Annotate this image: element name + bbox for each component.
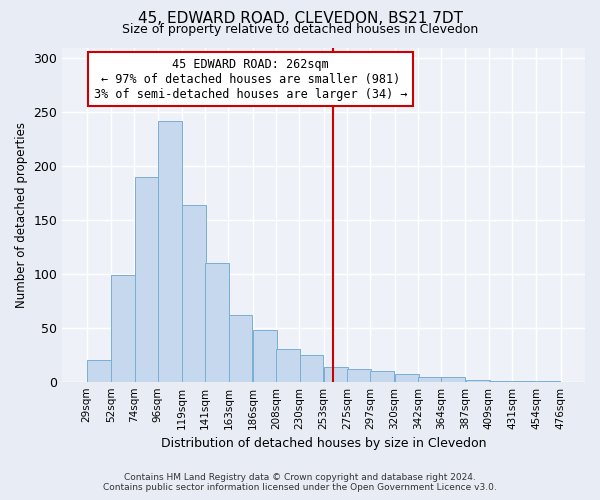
Text: 45 EDWARD ROAD: 262sqm
← 97% of detached houses are smaller (981)
3% of semi-det: 45 EDWARD ROAD: 262sqm ← 97% of detached… <box>94 58 407 100</box>
Bar <box>276 350 300 382</box>
Bar <box>111 275 135 382</box>
Text: 45, EDWARD ROAD, CLEVEDON, BS21 7DT: 45, EDWARD ROAD, CLEVEDON, BS21 7DT <box>137 11 463 26</box>
Bar <box>134 177 158 382</box>
Bar <box>182 205 206 382</box>
Text: Size of property relative to detached houses in Clevedon: Size of property relative to detached ho… <box>122 22 478 36</box>
Bar <box>466 380 490 382</box>
Text: Contains HM Land Registry data © Crown copyright and database right 2024.
Contai: Contains HM Land Registry data © Crown c… <box>103 473 497 492</box>
Bar <box>347 368 371 382</box>
Bar <box>418 378 442 382</box>
Bar <box>299 354 323 382</box>
Bar <box>253 330 277 382</box>
Bar <box>229 315 253 382</box>
Bar <box>489 380 513 382</box>
Bar <box>395 374 419 382</box>
Bar <box>512 380 536 382</box>
Bar <box>442 378 465 382</box>
Y-axis label: Number of detached properties: Number of detached properties <box>15 122 28 308</box>
Bar <box>324 366 348 382</box>
X-axis label: Distribution of detached houses by size in Clevedon: Distribution of detached houses by size … <box>161 437 487 450</box>
Bar <box>87 360 111 382</box>
Bar <box>205 263 229 382</box>
Bar <box>158 121 182 382</box>
Bar <box>370 371 394 382</box>
Bar <box>536 380 560 382</box>
